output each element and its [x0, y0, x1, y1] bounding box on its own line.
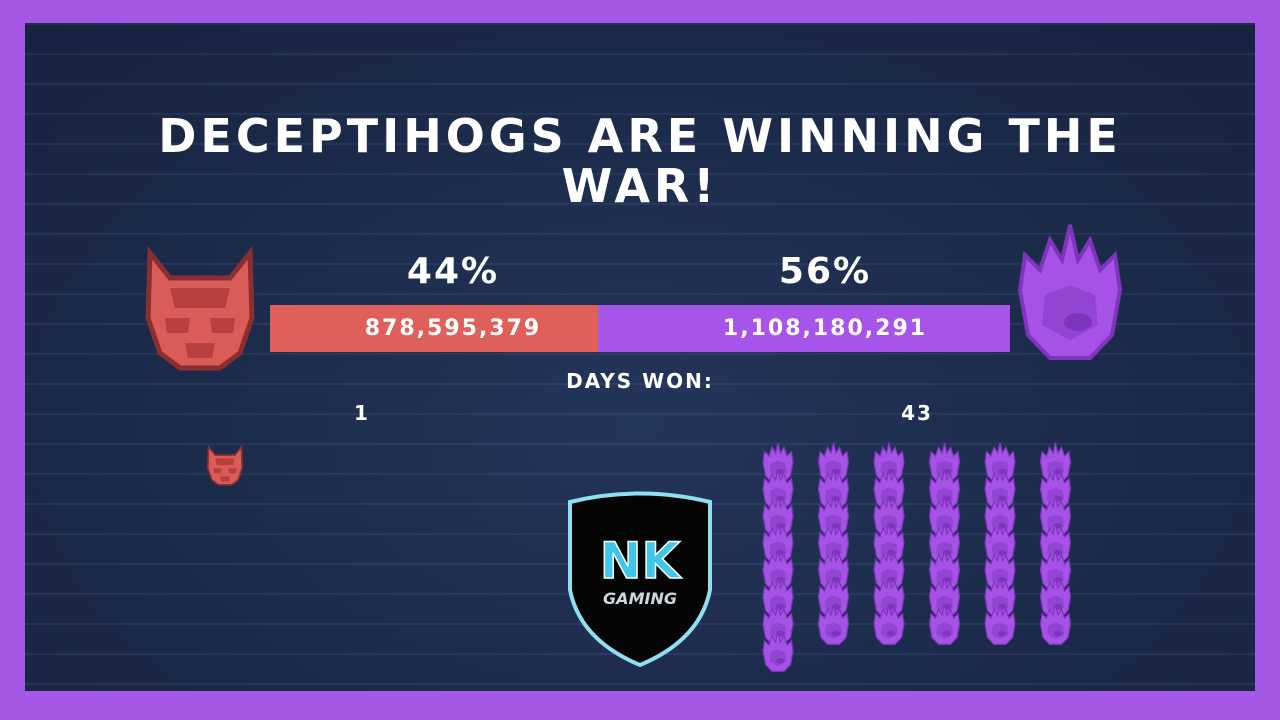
- autobird-percent: 44%: [406, 251, 500, 292]
- deceptihog-bar: [598, 305, 1010, 352]
- autobird-emblem: [148, 253, 252, 368]
- deceptihog-emblem: [1018, 223, 1122, 360]
- autobird-day-icon: [207, 446, 243, 486]
- logo-subtitle: GAMING: [603, 589, 677, 608]
- logo-initials: NK: [600, 532, 683, 590]
- days-won-label: DAYS WON:: [566, 369, 714, 393]
- deceptihog-score: 1,108,180,291: [722, 316, 928, 341]
- autobird-days: 1: [354, 401, 370, 425]
- headline: DECEPTIHOGS ARE WINNING THE WAR!: [158, 109, 1122, 213]
- nk-logo: NK GAMING: [568, 491, 712, 668]
- deceptihog-days: 43: [901, 401, 933, 425]
- autobird-score: 878,595,379: [364, 316, 542, 341]
- deceptihog-percent: 56%: [778, 251, 872, 292]
- autobird-bar: [270, 305, 598, 352]
